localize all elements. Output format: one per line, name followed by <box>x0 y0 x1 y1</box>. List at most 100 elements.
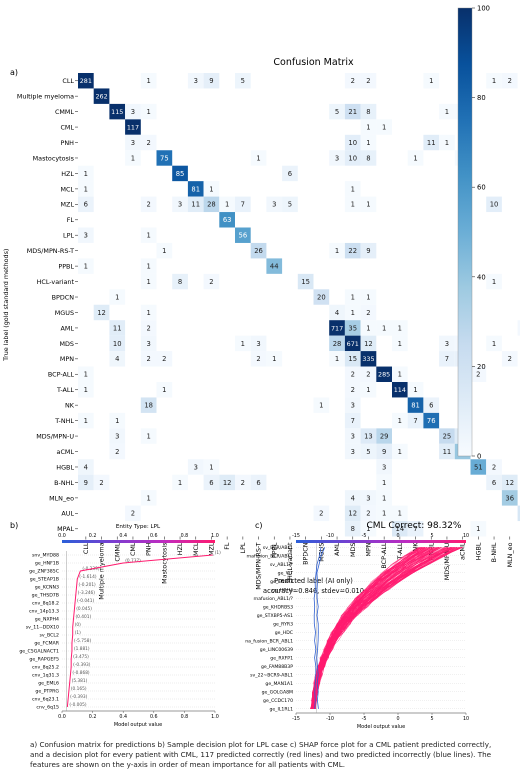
shap-title: CML Correct: 98.32% <box>367 521 462 531</box>
top-x-tick-label: 10 <box>463 533 469 539</box>
top-x-tick-label: 0 <box>396 533 399 539</box>
matrix-cell <box>344 73 361 89</box>
matrix-cell-value: 11 <box>191 201 200 209</box>
feature-label: sv_11--DDX10 <box>26 625 59 631</box>
matrix-cell <box>125 150 141 166</box>
matrix-cell-value: 2 <box>131 510 135 518</box>
correct-prediction-line <box>310 547 449 709</box>
matrix-cell-value: 4 <box>351 494 355 502</box>
matrix-cell-value: 10 <box>348 154 357 162</box>
matrix-cell <box>140 73 157 89</box>
row-tick-label: MPN <box>60 355 74 363</box>
matrix-cell-value: 3 <box>115 432 119 440</box>
matrix-cell-value: 1 <box>84 185 88 193</box>
matrix-cell-value: 1 <box>115 293 119 301</box>
matrix-cell <box>344 490 361 506</box>
bottom-x-tick-label: 0.4 <box>119 714 127 720</box>
bottom-x-tick-label: -10 <box>326 716 334 722</box>
row-tick-label: PPBL <box>58 263 74 271</box>
matrix-cell <box>125 119 141 135</box>
feature-value-label: (0.401) <box>75 614 91 620</box>
colorbar-tick-label: 0 <box>477 453 481 461</box>
matrix-cell <box>360 428 377 444</box>
matrix-cell-value: 5 <box>335 108 339 116</box>
matrix-cell-value: 5 <box>288 201 292 209</box>
decision-colorbar <box>62 540 215 543</box>
y-axis-label: True label (gold standard methods) <box>2 249 10 362</box>
matrix-cell <box>439 428 455 444</box>
matrix-cell-value: 7 <box>351 417 355 425</box>
matrix-cell <box>235 474 251 491</box>
matrix-cell <box>140 335 157 352</box>
matrix-cell-value: 13 <box>364 432 373 440</box>
feature-label: ge_PTPRG <box>35 689 59 695</box>
matrix-cell <box>140 320 157 336</box>
feature-label: na_fusion_BCR_ABL1 <box>245 638 293 644</box>
matrix-cell <box>250 474 267 491</box>
feature-value-label: (0) <box>75 622 81 628</box>
matrix-cell <box>78 165 94 182</box>
matrix-cell <box>172 474 188 491</box>
matrix-cell-value: 25 <box>443 432 452 440</box>
matrix-cell-value: 20 <box>317 293 326 301</box>
matrix-cell-value: 285 <box>378 371 390 379</box>
matrix-cell-value: 51 <box>474 463 483 471</box>
feature-label: ge_ENPP3 <box>270 579 293 585</box>
matrix-cell-value: 3 <box>84 232 88 240</box>
matrix-cell-value: 1 <box>476 525 480 533</box>
matrix-cell <box>392 335 408 352</box>
matrix-cell-value: 2 <box>366 77 370 85</box>
matrix-cell <box>486 459 502 475</box>
matrix-cell <box>156 242 173 259</box>
matrix-cell <box>360 521 377 537</box>
matrix-cell-value: 5 <box>241 77 245 85</box>
correct-prediction-line <box>313 547 426 709</box>
matrix-cell <box>329 335 345 352</box>
matrix-cell-value: 2 <box>209 278 213 286</box>
matrix-cell <box>329 304 345 321</box>
matrix-cell <box>203 273 220 290</box>
bottom-x-tick-label: 0.8 <box>181 714 189 720</box>
matrix-cell-value: 6 <box>256 479 260 487</box>
matrix-cell-value: 1 <box>366 525 370 533</box>
matrix-cell <box>344 103 361 120</box>
row-tick-label: MZL <box>61 201 75 209</box>
row-tick-label: HZL <box>61 170 74 178</box>
matrix-cell-value: 2 <box>146 139 150 147</box>
matrix-cell-value: 22 <box>348 247 357 255</box>
matrix-cell-value: 1 <box>146 309 150 317</box>
matrix-cell-value: 1 <box>366 123 370 131</box>
matrix-cell-value: 44 <box>270 263 279 271</box>
matrix-cell <box>140 351 157 367</box>
feature-value-label: (-1.614) <box>79 574 97 580</box>
feature-label: cnv_8q25.2 <box>32 665 59 671</box>
matrix-cell <box>407 382 424 398</box>
matrix-cell-value: 1 <box>241 340 245 348</box>
correct-prediction-line <box>311 547 455 709</box>
matrix-cell <box>266 351 283 367</box>
correct-prediction-line <box>311 547 451 709</box>
matrix-cell <box>140 196 157 213</box>
feature-value-label: (-0.393) <box>70 694 88 700</box>
matrix-cell-value: 1 <box>382 123 386 131</box>
col-tick-label: BCP-ALL <box>380 542 388 569</box>
matrix-cell-value: 3 <box>131 108 135 116</box>
feature-label: ge_HDC <box>275 630 293 636</box>
matrix-cell <box>360 134 377 151</box>
row-tick-label: T-ALL <box>56 386 74 394</box>
matrix-cell <box>187 181 204 197</box>
matrix-cell-value: 1 <box>225 201 229 209</box>
matrix-cell-value: 2 <box>115 448 119 456</box>
feature-value-label: (-3.246) <box>78 590 96 596</box>
matrix-cell <box>376 474 392 491</box>
matrix-cell-value: 9 <box>366 247 370 255</box>
matrix-cell <box>235 196 251 213</box>
matrix-cell <box>329 320 345 336</box>
row-tick-label: CLL <box>62 77 74 85</box>
matrix-cell <box>392 521 408 537</box>
matrix-cell <box>344 382 361 398</box>
feature-value-label: (5.381) <box>72 678 88 684</box>
matrix-cell-value: 1 <box>366 386 370 394</box>
entity-type-label: Entity Type: LPL <box>116 524 161 530</box>
matrix-cell-value: 28 <box>207 201 216 209</box>
